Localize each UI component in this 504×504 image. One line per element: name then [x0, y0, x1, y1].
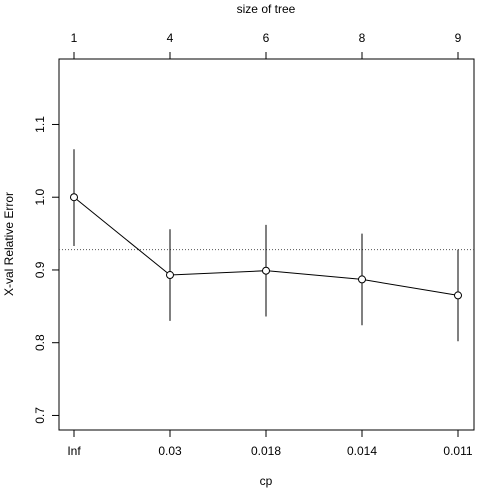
error-bars — [73, 149, 459, 342]
top-axis: 1 4 6 8 9 — [71, 31, 462, 60]
data-points — [70, 193, 462, 300]
top-tick-label: 4 — [167, 31, 174, 45]
data-point — [166, 271, 174, 280]
top-tick-label: 9 — [455, 31, 462, 45]
data-point — [454, 291, 462, 300]
x-tick-label: 0.018 — [251, 444, 281, 458]
x-tick-label: 0.03 — [158, 444, 182, 458]
top-tick-label: 1 — [71, 31, 78, 45]
y-tick-label: 0.9 — [33, 261, 47, 278]
data-point — [262, 266, 270, 275]
x-axis-label: cp — [260, 474, 273, 488]
top-tick-label: 6 — [263, 31, 270, 45]
y-tick-label: 1.1 — [33, 116, 47, 133]
x-tick-label: Inf — [67, 444, 81, 458]
x-axis: Inf 0.03 0.018 0.014 0.011 — [67, 429, 473, 458]
x-tick-label: 0.014 — [347, 444, 377, 458]
y-axis: 0.7 0.8 0.9 1.0 1.1 — [33, 116, 59, 424]
y-tick-label: 0.8 — [33, 334, 47, 351]
y-axis-label: X-val Relative Error — [2, 192, 16, 296]
top-axis-label: size of tree — [237, 2, 296, 16]
top-tick-label: 8 — [359, 31, 366, 45]
x-tick-label: 0.011 — [443, 444, 472, 458]
y-tick-label: 1.0 — [33, 189, 47, 206]
y-tick-label: 0.7 — [33, 407, 47, 424]
data-point — [70, 193, 78, 202]
data-point — [358, 275, 366, 284]
